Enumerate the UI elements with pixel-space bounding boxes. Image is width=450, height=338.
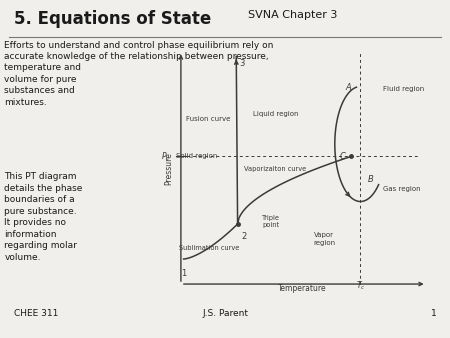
Text: J.S. Parent: J.S. Parent xyxy=(202,309,248,318)
Text: 3: 3 xyxy=(239,59,244,68)
Text: 5. Equations of State: 5. Equations of State xyxy=(14,10,211,28)
Text: A: A xyxy=(345,83,351,92)
Text: C: C xyxy=(340,152,346,161)
Text: Solid region: Solid region xyxy=(176,153,218,160)
Text: Efforts to understand and control phase equilibrium rely on
accurate knowledge o: Efforts to understand and control phase … xyxy=(4,41,274,107)
Text: Triple
point: Triple point xyxy=(262,215,280,228)
Text: Temperature: Temperature xyxy=(278,284,327,293)
Text: Gas region: Gas region xyxy=(383,186,421,192)
Text: 2: 2 xyxy=(242,232,247,241)
Text: Liquid region: Liquid region xyxy=(252,111,298,117)
Text: This PT diagram
details the phase
boundaries of a
pure substance.
It provides no: This PT diagram details the phase bounda… xyxy=(4,172,83,262)
Text: 1: 1 xyxy=(431,309,436,318)
Text: Vapor
region: Vapor region xyxy=(313,232,335,246)
Text: B: B xyxy=(368,175,373,184)
Text: 1: 1 xyxy=(181,269,186,278)
Text: Pressure: Pressure xyxy=(164,152,173,186)
Text: $T_c$: $T_c$ xyxy=(356,279,365,292)
Text: Sublimation curve: Sublimation curve xyxy=(179,245,239,251)
Text: $P_c$: $P_c$ xyxy=(161,150,170,163)
Text: Fluid region: Fluid region xyxy=(383,86,425,92)
Text: CHEE 311: CHEE 311 xyxy=(14,309,58,318)
Text: SVNA Chapter 3: SVNA Chapter 3 xyxy=(248,10,337,20)
Text: Vaporizaiton curve: Vaporizaiton curve xyxy=(244,166,306,172)
Text: Fusion curve: Fusion curve xyxy=(186,116,230,122)
